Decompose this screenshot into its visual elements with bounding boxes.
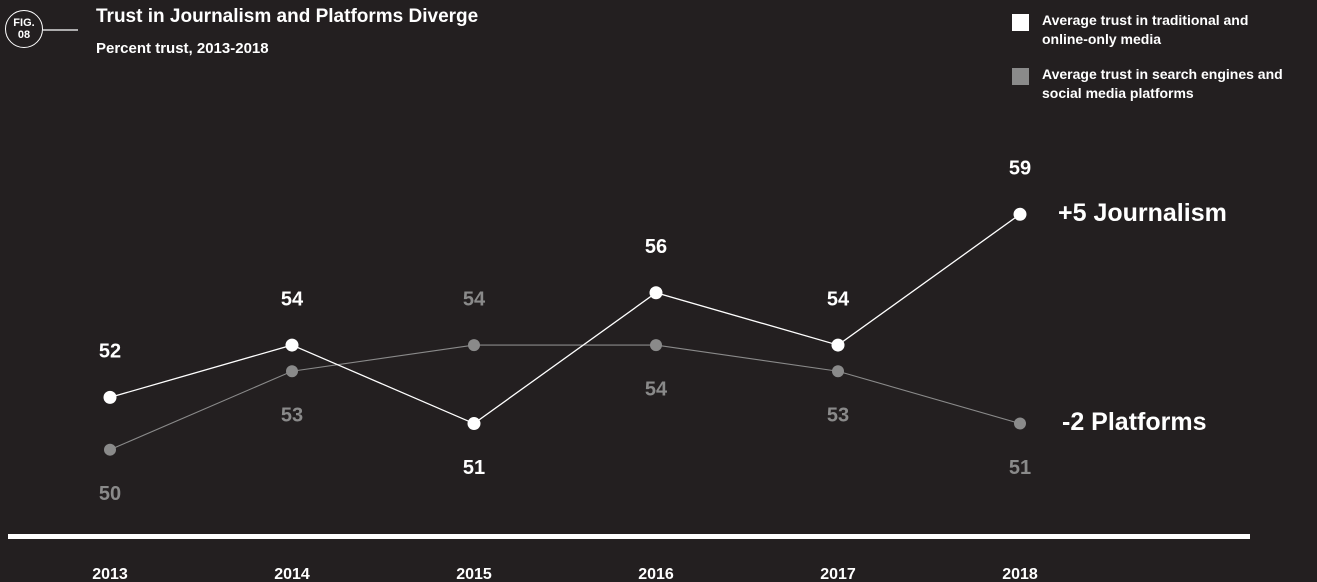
legend-swatch — [1012, 68, 1029, 85]
data-label: 51 — [463, 457, 485, 479]
data-point — [467, 417, 481, 431]
data-label: 51 — [1009, 457, 1031, 479]
data-label: 54 — [827, 288, 850, 310]
x-tick-label: 2015 — [456, 566, 492, 582]
x-tick-label: 2014 — [274, 566, 310, 582]
data-label: 54 — [463, 288, 486, 310]
data-point — [832, 365, 844, 378]
x-tick-label: 2018 — [1002, 566, 1038, 582]
data-point — [650, 339, 662, 352]
data-point — [831, 338, 845, 352]
data-label: 54 — [281, 288, 304, 310]
legend-label: Average trust in traditional and online-… — [1042, 12, 1249, 47]
figure-badge: FIG. 08 — [5, 10, 43, 48]
data-label: 50 — [99, 483, 121, 505]
series-end-label: -2 Platforms — [1062, 408, 1206, 436]
data-label: 53 — [827, 405, 849, 427]
data-label: 59 — [1009, 158, 1031, 180]
chart-subtitle: Percent trust, 2013-2018 — [96, 40, 269, 57]
data-point — [1014, 417, 1026, 430]
data-label: 52 — [99, 341, 121, 363]
x-tick-label: 2017 — [820, 566, 856, 582]
data-point — [1013, 207, 1027, 221]
x-tick-label: 2016 — [638, 566, 674, 582]
legend-label: Average trust in search engines and soci… — [1042, 66, 1283, 101]
data-point — [649, 286, 663, 300]
data-point — [286, 365, 298, 378]
data-label: 54 — [645, 378, 668, 400]
chart-title: Trust in Journalism and Platforms Diverg… — [96, 6, 479, 27]
data-point — [103, 390, 117, 404]
data-label: 53 — [281, 405, 303, 427]
series-line — [109, 344, 1021, 451]
data-label: 56 — [645, 236, 667, 258]
series-line — [109, 213, 1021, 425]
data-point — [285, 338, 299, 352]
legend-swatch — [1012, 14, 1029, 31]
data-point — [468, 339, 480, 352]
baseline — [8, 534, 1250, 539]
x-tick-label: 2013 — [92, 566, 128, 582]
series-end-label: +5 Journalism — [1058, 199, 1227, 227]
data-point — [104, 443, 116, 456]
badge-connector — [43, 29, 78, 31]
